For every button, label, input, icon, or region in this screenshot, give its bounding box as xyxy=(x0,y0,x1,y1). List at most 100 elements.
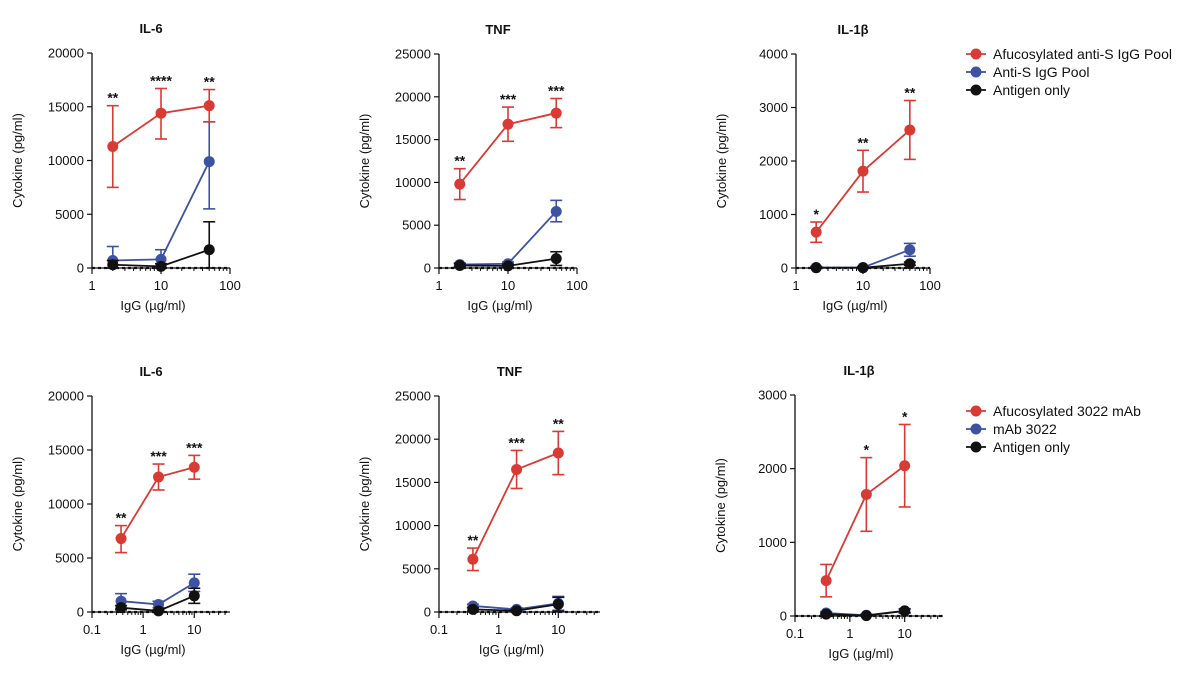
data-point xyxy=(550,206,562,218)
y-tick-label: 1000 xyxy=(758,535,787,550)
legend-label: Afucosylated 3022 mAb xyxy=(993,403,1141,419)
y-tick-label: 3000 xyxy=(759,100,788,115)
significance-annotation: *** xyxy=(186,439,203,455)
y-tick-label: 10000 xyxy=(48,497,84,512)
data-point xyxy=(153,471,165,483)
y-tick-label: 5000 xyxy=(55,551,84,566)
chart-title: TNF xyxy=(497,364,522,379)
x-tick-label: 10 xyxy=(187,622,201,637)
y-tick-label: 5000 xyxy=(55,207,84,222)
chart-panel-6: IL-1β 0 1000 2000 3000 0.1 1 10 IgG (µg/ml) Cytok… xyxy=(713,363,943,661)
y-tick-label: 15000 xyxy=(48,443,84,458)
series-1 xyxy=(810,99,916,244)
x-tick-label: 1 xyxy=(88,278,95,293)
chart-panel-2: TNF 0 5000 10000 15000 20000 25000 1 10 100 IgG (µ… xyxy=(357,22,588,313)
data-point xyxy=(511,605,523,617)
data-point xyxy=(904,244,916,256)
y-tick-label: 15000 xyxy=(395,132,431,147)
significance-annotation: * xyxy=(813,206,819,222)
x-tick-label: 100 xyxy=(566,278,588,293)
data-point xyxy=(550,107,562,119)
x-tick-label: 10 xyxy=(551,622,565,637)
significance-annotation: ** xyxy=(116,510,127,526)
data-point xyxy=(899,460,911,472)
legend-marker xyxy=(970,405,982,417)
legend-label: Anti-S IgG Pool xyxy=(993,64,1090,80)
chart-title: IL-6 xyxy=(139,364,162,379)
data-point xyxy=(502,260,514,272)
significance-annotation: * xyxy=(864,442,870,458)
y-tick-label: 0 xyxy=(780,609,787,624)
y-tick-label: 5000 xyxy=(402,561,431,576)
y-axis-label: Cytokine (pg/ml) xyxy=(713,458,728,553)
chart-title: TNF xyxy=(485,22,510,37)
y-tick-label: 1000 xyxy=(759,207,788,222)
y-axis-label: Cytokine (pg/ml) xyxy=(714,114,729,209)
series-2 xyxy=(106,121,216,269)
series-2 xyxy=(115,573,201,610)
y-axis-label: Cytokine (pg/ml) xyxy=(10,457,25,552)
y-tick-label: 0 xyxy=(77,261,84,276)
y-tick-label: 2000 xyxy=(758,461,787,476)
y-tick-label: 5000 xyxy=(402,218,431,233)
x-axis-label: IgG (µg/ml) xyxy=(479,642,544,657)
data-point xyxy=(155,107,167,119)
x-tick-label: 1 xyxy=(140,622,147,637)
y-tick-label: 4000 xyxy=(759,47,788,62)
data-point xyxy=(188,590,200,602)
significance-annotation: ** xyxy=(904,85,915,101)
series-line xyxy=(825,464,906,582)
data-point xyxy=(467,603,479,615)
data-point xyxy=(188,577,200,589)
series-3 xyxy=(810,258,916,274)
legend-marker xyxy=(970,423,982,435)
legend-1: Afucosylated anti-S IgG Pool Anti-S IgG P… xyxy=(966,46,1172,98)
x-tick-label: 0.1 xyxy=(430,622,448,637)
y-tick-label: 2000 xyxy=(759,154,788,169)
data-point xyxy=(511,463,523,475)
data-point xyxy=(454,178,466,190)
x-axis-label: IgG (µg/ml) xyxy=(120,298,185,313)
significance-annotation: **** xyxy=(150,72,172,88)
data-point xyxy=(904,258,916,270)
significance-annotation: ** xyxy=(454,153,465,169)
chart-panel-1: IL-6 0 5000 10000 15000 20000 1 10 100 IgG (µg/ml… xyxy=(10,21,241,313)
significance-annotation: ** xyxy=(467,532,478,548)
legend-marker xyxy=(970,84,982,96)
legend-label: mAb 3022 xyxy=(993,421,1057,437)
y-tick-label: 0 xyxy=(424,261,431,276)
series-1 xyxy=(820,423,911,598)
x-tick-label: 10 xyxy=(501,278,515,293)
series-1 xyxy=(115,454,201,554)
y-tick-label: 15000 xyxy=(395,475,431,490)
series-3 xyxy=(106,220,216,272)
chart-panel-3: IL-1β 0 1000 2000 3000 4000 1 10 100 IgG (µg/ml) C… xyxy=(714,22,941,313)
data-point xyxy=(860,488,872,500)
y-tick-label: 10000 xyxy=(395,518,431,533)
x-tick-label: 10 xyxy=(856,278,870,293)
data-point xyxy=(810,226,822,238)
data-point xyxy=(552,447,564,459)
data-point xyxy=(115,533,127,545)
data-point xyxy=(107,141,119,153)
significance-annotation: *** xyxy=(500,91,517,107)
x-tick-label: 1 xyxy=(846,626,853,641)
significance-annotation: *** xyxy=(150,448,167,464)
y-tick-label: 25000 xyxy=(395,47,431,62)
y-tick-label: 10000 xyxy=(48,153,84,168)
significance-annotation: ** xyxy=(204,74,215,90)
data-point xyxy=(550,253,562,265)
legend-marker xyxy=(970,66,982,78)
y-tick-label: 15000 xyxy=(48,99,84,114)
data-point xyxy=(203,156,215,168)
data-point xyxy=(857,165,869,177)
x-axis-label: IgG (µg/ml) xyxy=(822,298,887,313)
data-point xyxy=(899,605,911,617)
data-point xyxy=(552,598,564,610)
data-point xyxy=(115,602,127,614)
x-axis-label: IgG (µg/ml) xyxy=(828,646,893,661)
data-point xyxy=(454,259,466,271)
chart-title: IL-1β xyxy=(837,22,868,37)
data-point xyxy=(203,100,215,112)
